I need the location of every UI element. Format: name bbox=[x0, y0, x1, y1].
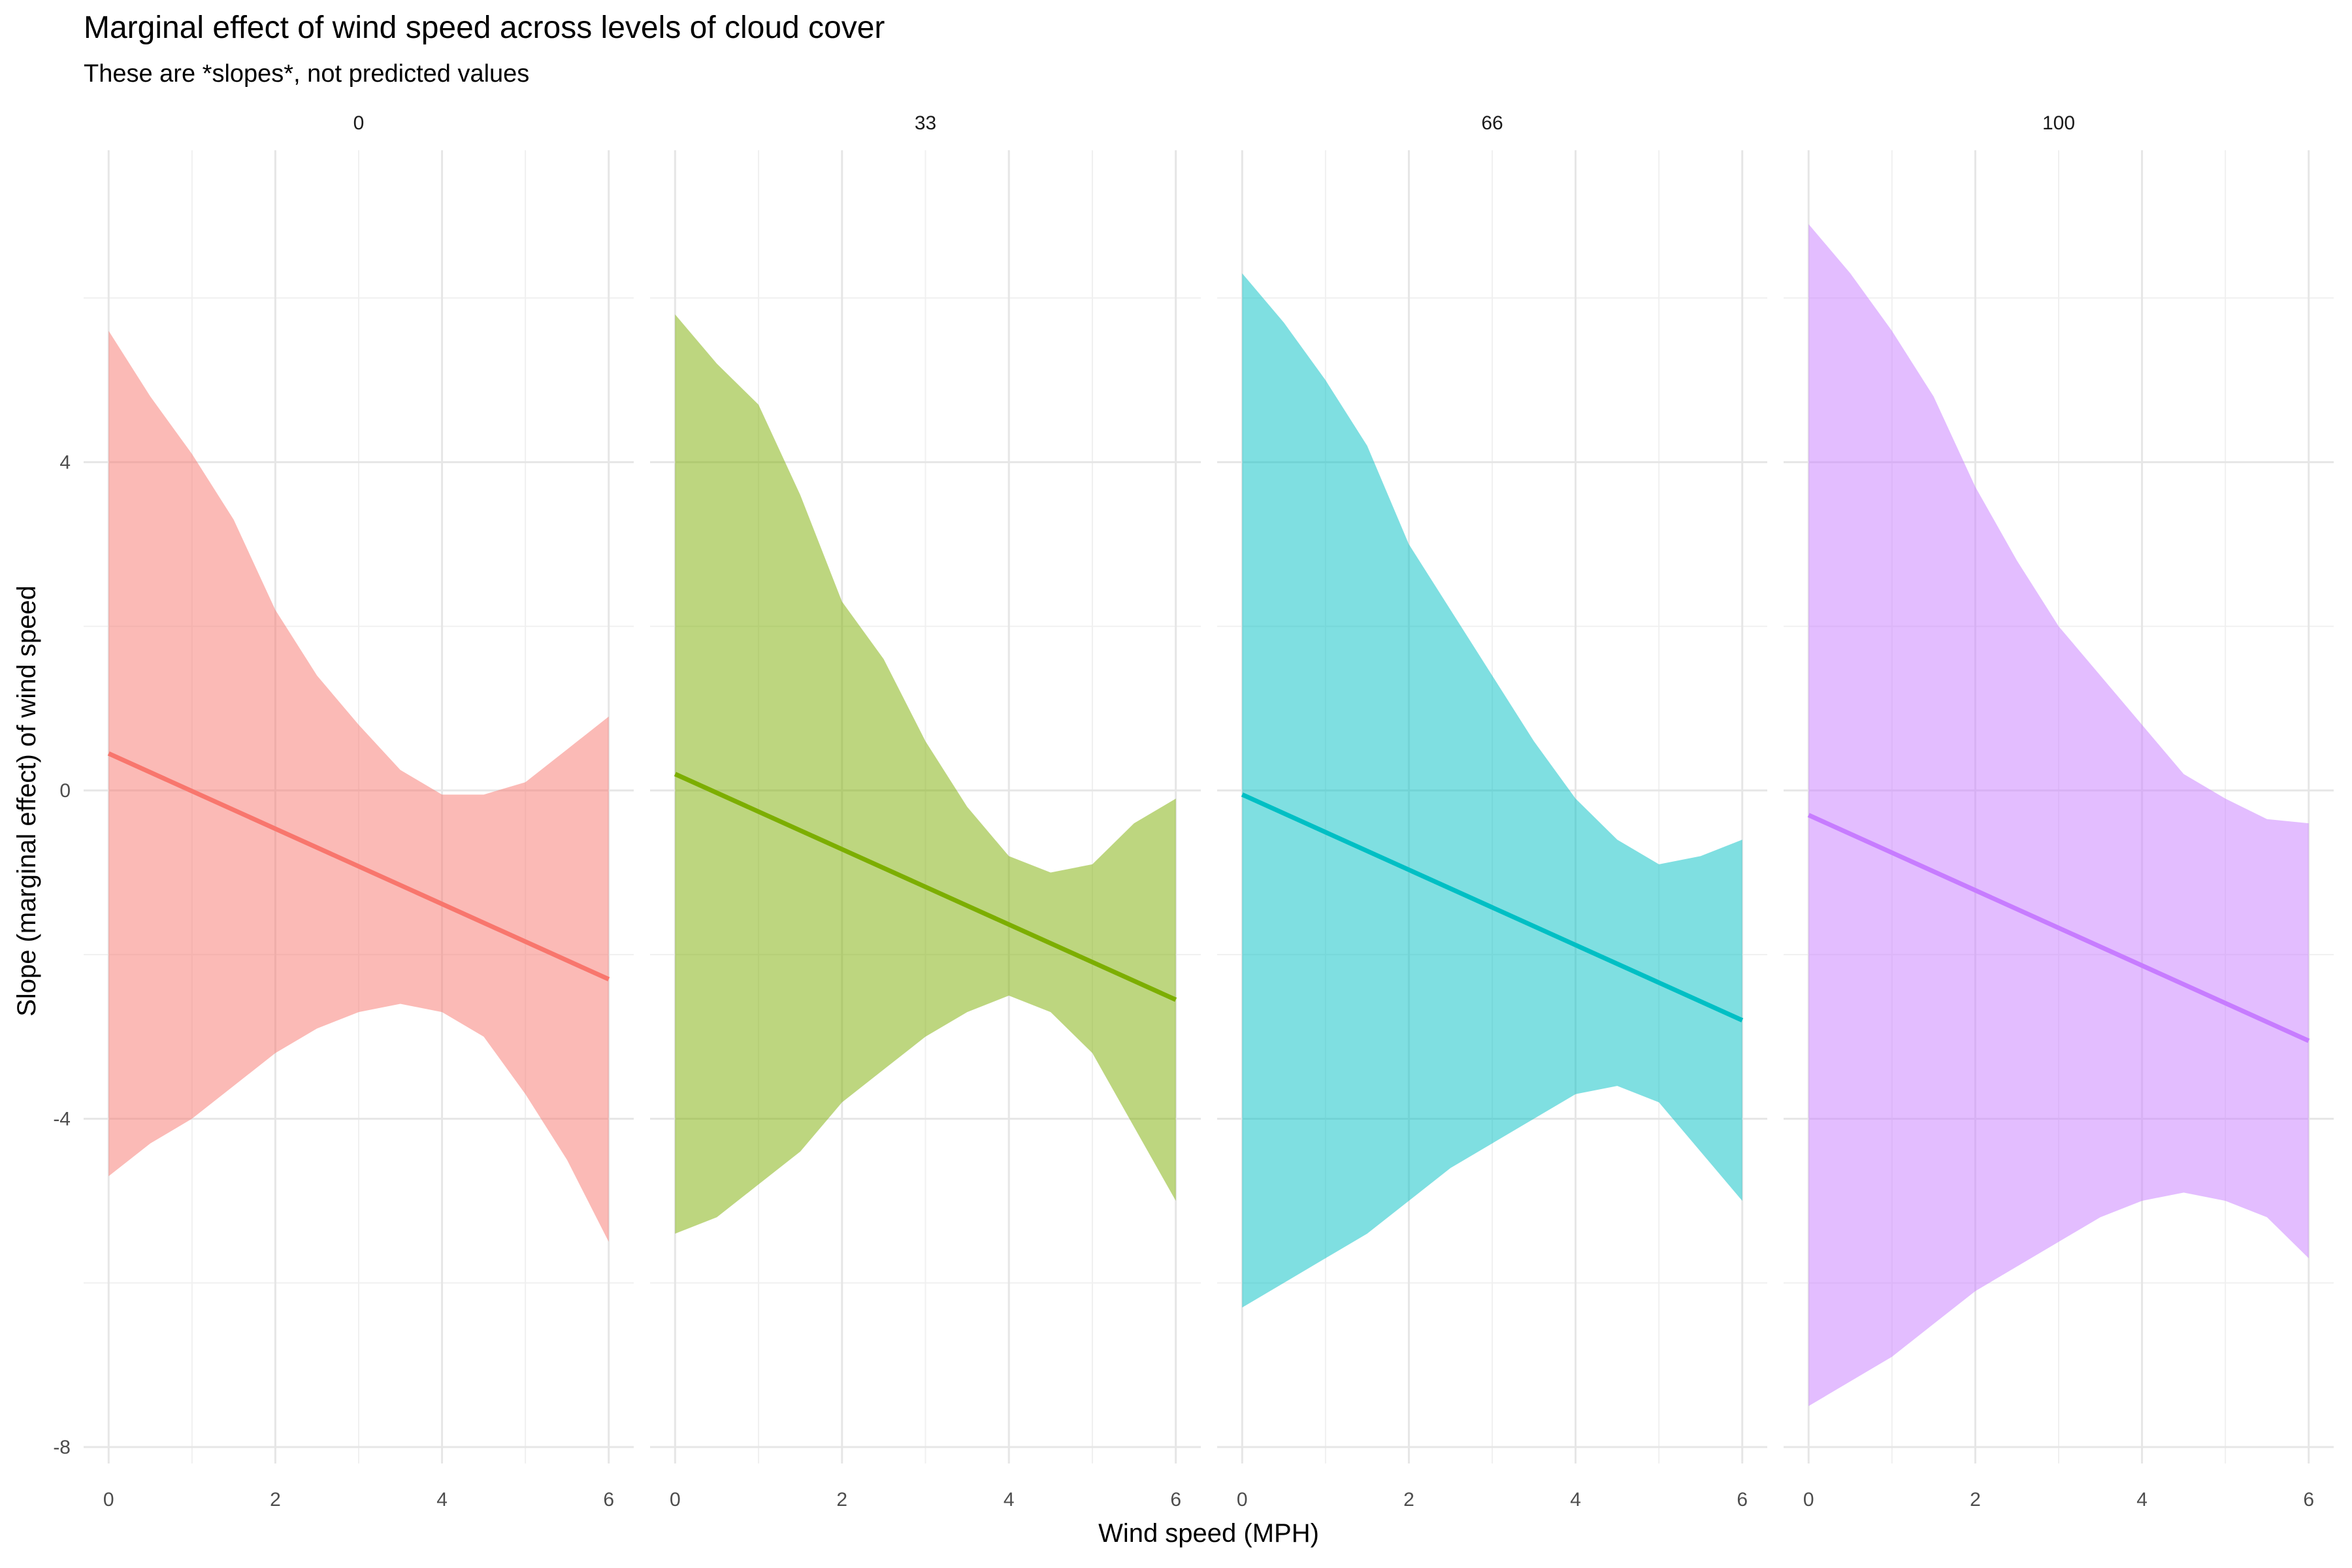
x-tick-label: 2 bbox=[1403, 1489, 1414, 1511]
y-axis-title: Slope (marginal effect) of wind speed bbox=[12, 585, 41, 1017]
slope-line bbox=[1807, 813, 2310, 1043]
x-tick-label: 6 bbox=[1170, 1489, 1181, 1511]
confidence-ribbon bbox=[1242, 273, 1742, 1308]
x-tick-label: 4 bbox=[1570, 1489, 1581, 1511]
x-tick-label: 6 bbox=[1737, 1489, 1748, 1511]
x-tick-label: 4 bbox=[2136, 1489, 2148, 1511]
x-axis-title: Wind speed (MPH) bbox=[1098, 1519, 1319, 1548]
confidence-ribbon bbox=[675, 314, 1176, 1234]
facet-panel-33: 33 0 2 4 6 bbox=[650, 112, 1201, 1511]
y-tick-label: 0 bbox=[59, 780, 71, 802]
x-tick-label: 2 bbox=[836, 1489, 847, 1511]
x-tick-label: 6 bbox=[603, 1489, 614, 1511]
x-tick-label: 2 bbox=[1970, 1489, 1981, 1511]
facet-strip-label: 0 bbox=[353, 112, 365, 134]
x-tick-label: 6 bbox=[2303, 1489, 2314, 1511]
chart-title: Marginal effect of wind speed across lev… bbox=[84, 10, 885, 45]
facet-panel-66: 66 0 2 4 6 bbox=[1217, 112, 1767, 1511]
x-tick-label: 0 bbox=[103, 1489, 114, 1511]
x-tick-label: 4 bbox=[1004, 1489, 1015, 1511]
facet-strip-label: 33 bbox=[915, 112, 936, 134]
y-tick-label: -4 bbox=[53, 1108, 71, 1130]
facet-panel-0: 0 0 2 4 6 bbox=[84, 112, 634, 1511]
slope-line bbox=[107, 751, 610, 982]
facet-strip-label: 100 bbox=[2042, 112, 2075, 134]
x-tick-label: 2 bbox=[270, 1489, 281, 1511]
slope-line bbox=[1241, 792, 1744, 1022]
y-tick-label: 4 bbox=[59, 451, 71, 473]
x-tick-label: 4 bbox=[436, 1489, 448, 1511]
confidence-ribbon bbox=[108, 331, 609, 1242]
x-tick-label: 0 bbox=[1803, 1489, 1814, 1511]
x-tick-label: 0 bbox=[1237, 1489, 1248, 1511]
confidence-ribbon bbox=[1808, 224, 2309, 1407]
chart-subtitle: These are *slopes*, not predicted values bbox=[84, 60, 529, 88]
y-tick-label: -8 bbox=[53, 1437, 71, 1458]
facet-panel-100: 100 0 2 4 6 bbox=[1784, 112, 2334, 1511]
x-tick-label: 0 bbox=[670, 1489, 681, 1511]
slope-line bbox=[674, 772, 1177, 1002]
facet-strip-label: 66 bbox=[1481, 112, 1503, 134]
